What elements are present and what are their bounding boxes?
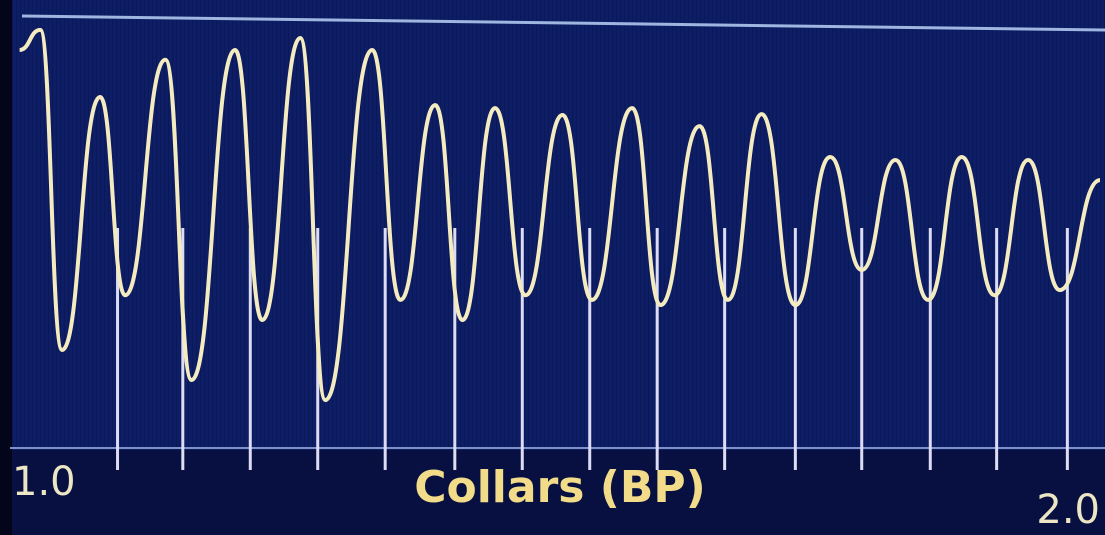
x-axis-label: Collars (BP)	[414, 462, 706, 513]
screen: Collars (BP) 1.0 2.0	[0, 0, 1105, 535]
plot-area	[10, 0, 1105, 450]
bezel	[0, 0, 12, 535]
x-tick-label: 2.0	[1036, 487, 1100, 533]
x-tick-label: 1.0	[12, 459, 76, 505]
